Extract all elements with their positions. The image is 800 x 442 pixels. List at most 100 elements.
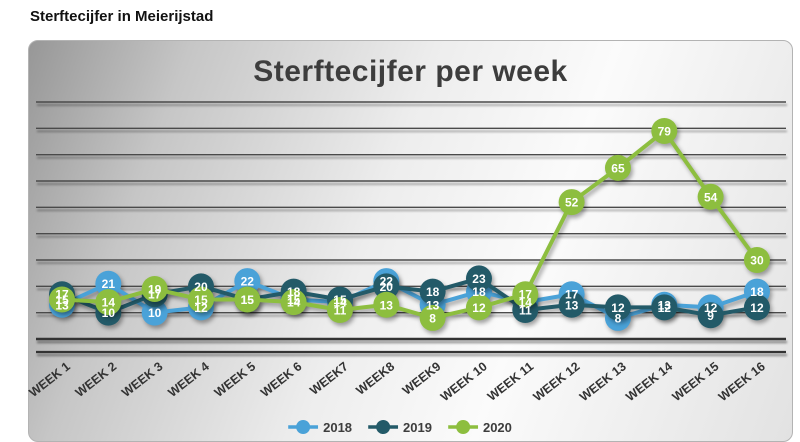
data-label-2020-week11: 17	[519, 288, 533, 302]
data-label-2018-week6: 15	[287, 293, 301, 307]
x-axis-label: WEEK 3	[119, 359, 165, 400]
data-point-2020-week3	[141, 275, 168, 302]
data-label-2020-week10: 12	[472, 301, 486, 315]
data-label-2020-week6: 14	[287, 296, 301, 310]
chart-area: Sterftecijfer per week	[28, 40, 793, 442]
data-label-2020-week9: 8	[429, 311, 436, 325]
data-label-2019-week13: 12	[611, 301, 625, 315]
data-point-2019-week15	[697, 302, 724, 329]
data-point-2020-week11	[512, 281, 539, 308]
legend-item-2019: 2019	[368, 419, 432, 435]
data-label-2020-week8: 13	[380, 298, 394, 312]
data-label-2019-week5: 15	[241, 293, 255, 307]
data-label-2020-week3: 19	[148, 282, 162, 296]
legend-label-2019: 2019	[403, 419, 432, 435]
data-label-2018-week5: 22	[241, 275, 255, 289]
x-axis-label: WEEK 10	[438, 359, 490, 404]
data-point-2020-week10	[465, 294, 492, 321]
data-point-2020-week5	[234, 286, 261, 313]
data-point-2020-week13	[604, 154, 631, 181]
series-line-2018	[61, 279, 758, 320]
x-axis-labels: WEEK 1 WEEK 2 WEEK 3 WEEK 4 WEEK 5 WEEK 6 WEEK…	[26, 359, 767, 404]
data-point-2020-week2	[95, 289, 122, 316]
data-label-2018-week4: 12	[194, 301, 208, 315]
x-axis-label: WEEK 12	[531, 359, 583, 404]
data-label-2019-week15: 9	[707, 309, 714, 323]
legend-marker-2019	[368, 420, 399, 434]
page-title: Sterftecijfer in Meierijstad	[30, 8, 214, 25]
x-axis-label: WEEK 11	[485, 359, 536, 403]
data-label-2018-week9: 13	[426, 298, 440, 312]
data-point-2019-week14	[651, 294, 678, 321]
series-line-2019	[61, 276, 758, 318]
data-label-2018-week13: 8	[615, 311, 622, 325]
x-axis-label: WEEK 14	[623, 359, 675, 404]
data-label-2019-week7: 15	[333, 293, 347, 307]
data-point-2020-week14	[651, 117, 678, 144]
chart-legend: 2018 2019 2020	[288, 419, 512, 435]
data-label-2020-week1: 15	[55, 293, 69, 307]
data-point-2019-week10	[465, 265, 492, 292]
data-point-2018-week2	[95, 270, 122, 297]
data-label-2018-week14: 13	[658, 298, 672, 312]
data-point-2019-week13	[604, 294, 631, 321]
data-label-2018-week3: 10	[148, 306, 162, 320]
data-point-2020-week7	[326, 297, 353, 324]
data-label-2018-week16: 18	[750, 285, 764, 299]
data-label-2019-week1: 17	[55, 288, 69, 302]
legend-item-2020: 2020	[447, 419, 512, 435]
data-label-2020-week2: 14	[102, 296, 116, 310]
data-label-2018-week2: 21	[102, 277, 116, 291]
data-label-2020-week7: 11	[334, 304, 347, 318]
legend-label-2020: 2020	[482, 419, 512, 435]
x-axis-label: WEEK8	[354, 359, 398, 397]
x-axis-label: WEEK7	[307, 359, 351, 397]
legend-label-2018: 2018	[323, 419, 353, 435]
data-label-2020-week14: 79	[658, 124, 672, 138]
data-label-2020-week12: 52	[565, 196, 579, 210]
data-point-2019-week8	[373, 273, 400, 300]
data-label-2019-week14: 12	[658, 301, 672, 315]
data-label-2019-week11: 11	[519, 304, 532, 318]
x-axis-label: WEEK 1	[26, 359, 72, 400]
data-label-2018-week12: 17	[565, 288, 579, 302]
data-point-2020-week12	[558, 189, 585, 216]
x-axis-label: WEEK 2	[73, 359, 119, 400]
legend-marker-2018	[288, 420, 319, 434]
data-point-2020-week6	[280, 289, 307, 316]
data-point-2020-week9	[419, 304, 446, 331]
series-line-2020	[61, 128, 759, 320]
x-axis-label: WEEK 13	[577, 359, 629, 404]
x-axis-label: WEEK 4	[165, 359, 211, 400]
x-axis-label: WEEK 16	[716, 359, 768, 404]
legend-marker-2020	[447, 420, 478, 434]
series-2020	[49, 117, 770, 331]
x-axis-label: WEEK 6	[258, 359, 304, 400]
data-label-2019-week10: 23	[472, 272, 486, 286]
data-label-2019-week12: 13	[565, 298, 579, 312]
data-label-2019-week9: 18	[426, 285, 440, 299]
data-label-2019-week4: 20	[194, 280, 208, 294]
data-label-2018-week15: 12	[704, 301, 718, 315]
data-label-2018-week8: 22	[380, 275, 394, 289]
data-label-2019-week16: 12	[750, 301, 764, 315]
data-label-2020-week15: 54	[704, 190, 718, 204]
data-label-2018-week10: 18	[472, 285, 486, 299]
data-point-2020-week4	[187, 286, 214, 313]
data-label-2018-week7: 14	[333, 296, 347, 310]
data-label-2020-week4: 15	[194, 293, 208, 307]
legend-item-2018: 2018	[288, 419, 352, 435]
data-point-2019-week16	[743, 294, 770, 321]
x-axis-label: WEEK9	[400, 359, 444, 397]
data-label-2020-week16: 30	[750, 254, 764, 268]
data-label-2019-week2: 10	[102, 306, 116, 320]
data-label-2019-week8: 20	[380, 280, 394, 294]
data-point-2018-week3	[141, 299, 168, 326]
data-label-2018-week1: 13	[55, 298, 69, 312]
data-label-2019-week3: 17	[148, 288, 162, 302]
data-point-2020-week15	[697, 183, 724, 210]
data-label-2019-week6: 18	[287, 285, 301, 299]
data-point-2019-week12	[558, 291, 585, 318]
